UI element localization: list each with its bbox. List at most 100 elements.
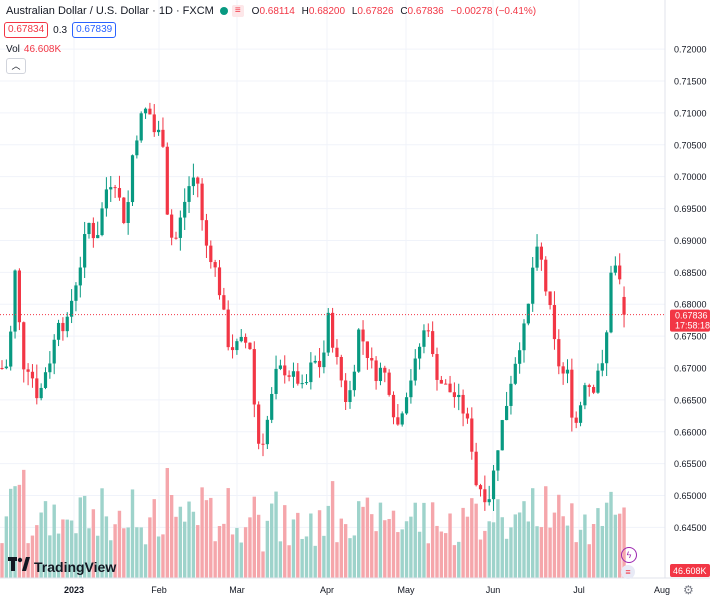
candle-body: [513, 363, 517, 384]
candle-body: [561, 366, 565, 374]
candle-body: [339, 356, 343, 381]
volume-bar: [517, 512, 522, 578]
candle-body: [113, 187, 117, 189]
price-axis[interactable]: 0.72000 0.71500 0.71000 0.70500 0.70000 0.695…: [674, 45, 707, 533]
volume-bar: [61, 519, 65, 578]
symbol-title[interactable]: Australian Dollar / U.S. Dollar · 1D · F…: [6, 5, 214, 17]
volume-bar: [565, 525, 570, 578]
candle-body: [143, 108, 148, 114]
volume-bar: [226, 488, 230, 578]
candle-body: [391, 394, 396, 418]
volume-bar: [596, 508, 600, 578]
volume-bar: [126, 527, 130, 578]
candle-body: [265, 419, 269, 445]
equals-icon[interactable]: ≡: [231, 5, 244, 17]
collapse-legend-button[interactable]: ︿: [6, 58, 26, 74]
price-tick-label: 0.71000: [674, 108, 707, 118]
volume-bar: [17, 484, 22, 578]
volume-bar: [304, 536, 309, 578]
bid-button[interactable]: 0.67834: [4, 22, 49, 38]
volume-bar: [287, 545, 291, 578]
volume-bar: [300, 538, 304, 578]
volume-bar: [135, 527, 139, 578]
market-open-icon: [219, 7, 228, 15]
volume-bar: [452, 545, 457, 578]
candle-body: [370, 358, 374, 361]
volume-bar: [326, 505, 330, 578]
price-tick-label: 0.67000: [674, 364, 707, 374]
last-price-tag: 0.67836 17:58:18: [670, 309, 710, 332]
time-axis[interactable]: 2023 Feb Mar Apr May Jun Jul Aug: [64, 585, 670, 595]
volume-bar: [230, 534, 235, 578]
candle-body: [26, 369, 30, 372]
candle-body: [222, 295, 226, 310]
candle-body: [404, 397, 409, 414]
price-tick-label: 0.71500: [674, 77, 707, 87]
volume-bar: [422, 502, 426, 578]
candle-body: [61, 322, 65, 332]
volume-bar: [504, 538, 509, 578]
volume-bar: [409, 516, 413, 578]
volume-bar: [396, 532, 400, 578]
candle-body: [109, 187, 113, 190]
logo-text: TradingView: [34, 558, 117, 575]
volume-bar: [183, 521, 187, 578]
volume-bar: [622, 507, 626, 578]
volume-bar: [174, 516, 178, 578]
candle-body: [448, 383, 452, 393]
candle-body: [261, 443, 265, 445]
volume-bar: [252, 496, 256, 578]
us-flag-event-icon[interactable]: ≡: [621, 565, 635, 579]
candle-body: [157, 129, 161, 133]
volume-bar: [283, 505, 287, 578]
candle-body: [444, 383, 448, 385]
candle-body: [491, 470, 496, 500]
candle-body: [87, 222, 91, 235]
volume-bar: [435, 525, 439, 578]
volume-bar: [161, 534, 165, 578]
volume-bar: [430, 502, 435, 578]
ask-button[interactable]: 0.67839: [72, 22, 117, 38]
candle-body: [126, 202, 130, 223]
candle-body: [378, 367, 383, 382]
candle-body: [587, 385, 591, 387]
candle-body: [52, 339, 56, 364]
countdown-value: 17:58:18: [675, 321, 710, 331]
candle-body: [618, 265, 622, 280]
volume-bar: [335, 542, 339, 578]
volume-bar: [22, 469, 26, 578]
volume-bar: [178, 506, 183, 578]
candle-body: [365, 341, 369, 359]
volume-bar: [583, 514, 587, 578]
candle-body: [613, 265, 617, 273]
spread-value: 0.3: [53, 24, 68, 36]
volume-bar: [361, 506, 365, 578]
time-tick-label: 2023: [64, 585, 84, 595]
volume-bars: [0, 468, 626, 578]
price-tick-label: 0.69000: [674, 236, 707, 246]
candle-body: [539, 246, 543, 260]
volume-bar: [544, 486, 548, 578]
candle-body: [526, 303, 530, 324]
lightning-event-icon[interactable]: ϟ: [621, 547, 637, 563]
candle-body: [35, 378, 39, 399]
price-tick-label: 0.66000: [674, 427, 707, 437]
volume-bar: [313, 545, 317, 578]
candle-body: [191, 177, 195, 187]
candle-body: [235, 341, 239, 351]
volume-bar: [500, 517, 504, 578]
candle-body: [248, 342, 252, 350]
candle-body: [13, 270, 17, 332]
candle-body: [100, 208, 104, 236]
candle-body: [96, 235, 100, 239]
candle-body: [65, 316, 69, 332]
volume-bar: [43, 501, 48, 578]
volume-bar: [39, 512, 43, 578]
candle-body: [78, 267, 82, 286]
candle-body: [30, 371, 35, 379]
settings-gear-icon[interactable]: ⚙: [683, 583, 694, 597]
tradingview-logo[interactable]: TradingView: [8, 557, 116, 576]
time-tick-label: May: [397, 585, 415, 595]
candle-body: [204, 220, 209, 246]
